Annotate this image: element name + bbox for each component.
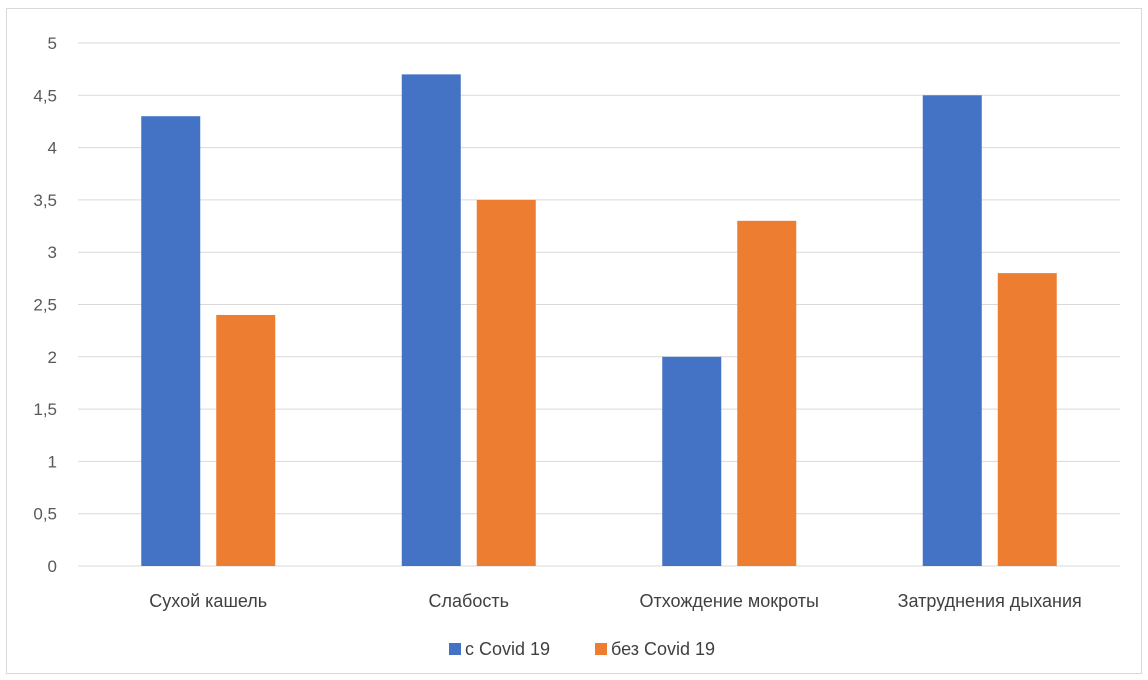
y-tick-label: 3 bbox=[48, 243, 57, 262]
x-tick-label: Отхождение мокроты bbox=[640, 591, 819, 611]
y-tick-label: 1,5 bbox=[33, 400, 57, 419]
bar bbox=[476, 199, 536, 566]
x-tick-label: Затруднения дыхания bbox=[898, 591, 1082, 611]
bar bbox=[737, 220, 797, 566]
bars bbox=[141, 74, 1057, 567]
legend-label: с Covid 19 bbox=[465, 639, 550, 659]
y-tick-label: 2,5 bbox=[33, 296, 57, 315]
y-tick-label: 0 bbox=[48, 557, 57, 576]
bar bbox=[141, 116, 201, 566]
bar bbox=[922, 95, 982, 567]
y-tick-label: 2 bbox=[48, 348, 57, 367]
y-tick-label: 1 bbox=[48, 452, 57, 471]
y-axis-ticks: 0 0,5 1 1,5 2 2,5 3 3,5 4 4,5 5 bbox=[33, 34, 57, 576]
bar bbox=[401, 74, 461, 566]
legend-label: без Covid 19 bbox=[611, 639, 715, 659]
x-tick-label: Сухой кашель bbox=[149, 591, 267, 611]
y-tick-label: 4,5 bbox=[33, 86, 57, 105]
y-tick-label: 3,5 bbox=[33, 191, 57, 210]
x-tick-label: Слабость bbox=[429, 591, 509, 611]
x-axis-labels: Сухой кашель Слабость Отхождение мокроты За… bbox=[149, 591, 1082, 611]
legend-swatch bbox=[595, 643, 607, 655]
bar bbox=[997, 273, 1057, 566]
y-tick-label: 0,5 bbox=[33, 505, 57, 524]
y-tick-label: 5 bbox=[48, 34, 57, 53]
bar bbox=[216, 314, 276, 566]
bar bbox=[662, 356, 722, 566]
y-tick-label: 4 bbox=[48, 139, 57, 158]
legend: с Covid 19 без Covid 19 bbox=[449, 639, 715, 659]
legend-swatch bbox=[449, 643, 461, 655]
